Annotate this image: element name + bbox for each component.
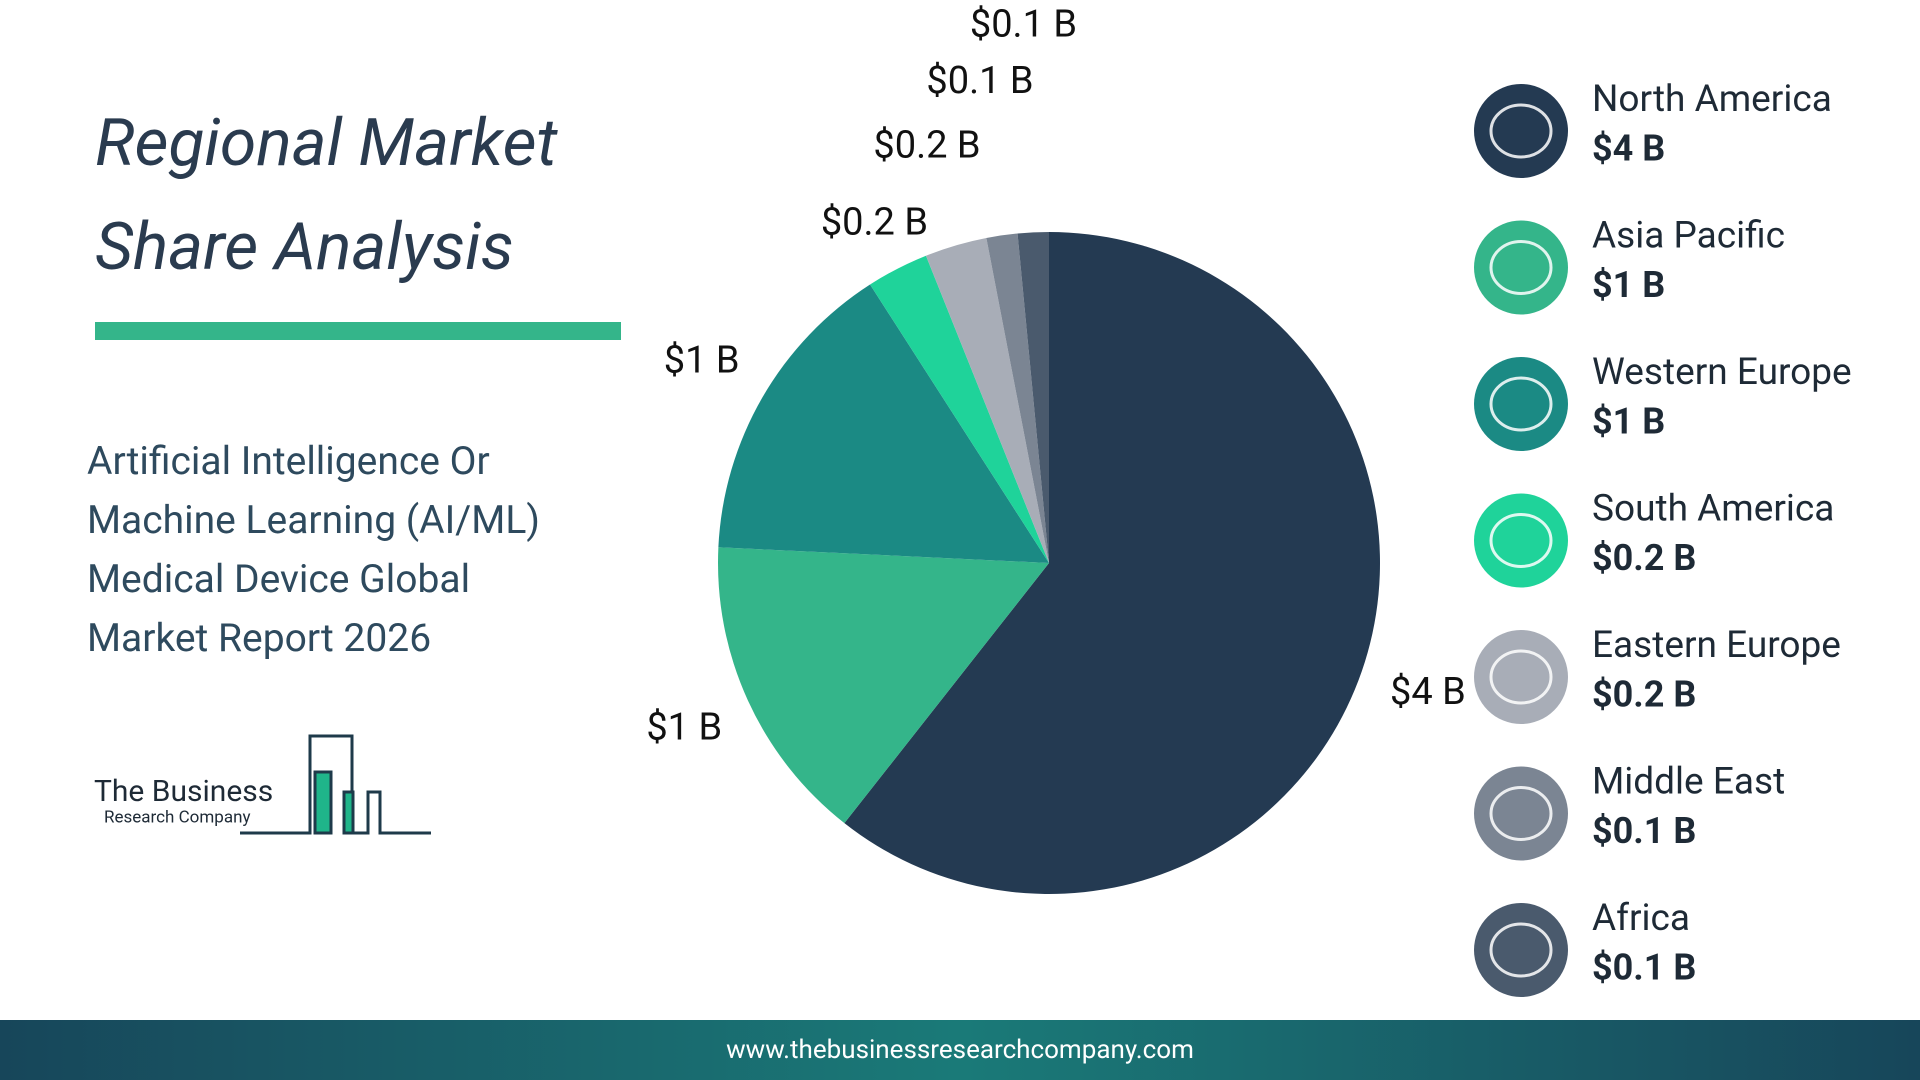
legend-value: $1 B <box>1592 401 1665 443</box>
legend-icon-globe <box>1489 376 1553 432</box>
pie-slice <box>986 233 1049 564</box>
legend-value: $4 B <box>1592 128 1665 170</box>
pie-slice <box>718 284 1049 563</box>
data-label: $1 B <box>664 339 740 383</box>
legend-icon-globe <box>1489 786 1553 841</box>
legend-icon-globe <box>1489 240 1553 295</box>
legend-icon <box>1474 357 1568 451</box>
legend-entry: Africa $0.1 B <box>1474 897 1696 997</box>
legend-icon-globe <box>1489 103 1553 159</box>
pie-slice <box>870 255 1049 564</box>
legend-icon-globe <box>1489 922 1553 978</box>
data-label: $0.1 B <box>926 59 1033 103</box>
logo-bar <box>313 770 333 835</box>
legend-icon <box>1474 903 1568 997</box>
legend-label: South America <box>1592 487 1834 530</box>
legend-entry: Asia Pacific $1 B <box>1474 214 1785 315</box>
subtitle: Artificial Intelligence Or Machine Learn… <box>87 438 540 661</box>
logo-line1: The Business <box>94 774 273 809</box>
title: Regional Market Share Analysis <box>95 105 558 286</box>
logo: The Business Research Company <box>94 734 431 835</box>
legend-icon <box>1474 84 1568 178</box>
data-label: $0.1 B <box>970 3 1077 47</box>
legend-label: Western Europe <box>1592 351 1852 394</box>
legend-entry: North America $4 B <box>1474 78 1832 178</box>
legend-entry: Eastern Europe $0.2 B <box>1474 624 1841 724</box>
chart: $4 B $1 B $1 B $0.2 B $0.2 B $0.1 B $0.1 B Nort… <box>646 3 1852 997</box>
legend-icon-globe <box>1489 513 1553 568</box>
legend-label: Middle East <box>1592 760 1785 803</box>
legend-label: Asia Pacific <box>1592 214 1785 257</box>
legend-label: Eastern Europe <box>1592 624 1841 667</box>
legend-icon <box>1474 493 1568 588</box>
legend-entry: Middle East $0.1 B <box>1474 760 1785 861</box>
title-underline <box>95 322 621 340</box>
pie-slice <box>844 232 1380 895</box>
logo-bar <box>342 790 355 835</box>
legend-value: $0.2 B <box>1592 674 1696 716</box>
legend-value: $0.1 B <box>1592 810 1696 852</box>
legend-entry: South America $0.2 B <box>1474 487 1834 588</box>
legend-value: $0.2 B <box>1592 537 1696 579</box>
pie-slice <box>718 547 1049 824</box>
logo-line2: Research Company <box>104 807 251 827</box>
legend-icon <box>1474 766 1568 861</box>
legend-label: North America <box>1592 78 1832 121</box>
data-label: $4 B <box>1390 670 1466 714</box>
legend-icon <box>1474 630 1568 724</box>
legend-icon <box>1474 220 1568 315</box>
data-label: $0.2 B <box>821 200 928 244</box>
footer: www.thebusinessresearchcompany.com <box>0 1020 1920 1080</box>
pie-slice <box>925 237 1049 563</box>
data-label: $0.2 B <box>873 124 980 168</box>
data-label: $1 B <box>646 706 722 750</box>
legend-icon-globe <box>1489 649 1553 705</box>
legend-value: $0.1 B <box>1592 947 1696 989</box>
legend-label: Africa <box>1592 897 1690 940</box>
legend-entry: Western Europe $1 B <box>1474 351 1852 451</box>
logo-outline <box>240 734 431 835</box>
legend-value: $1 B <box>1592 264 1665 306</box>
pie-slice <box>1017 232 1049 563</box>
